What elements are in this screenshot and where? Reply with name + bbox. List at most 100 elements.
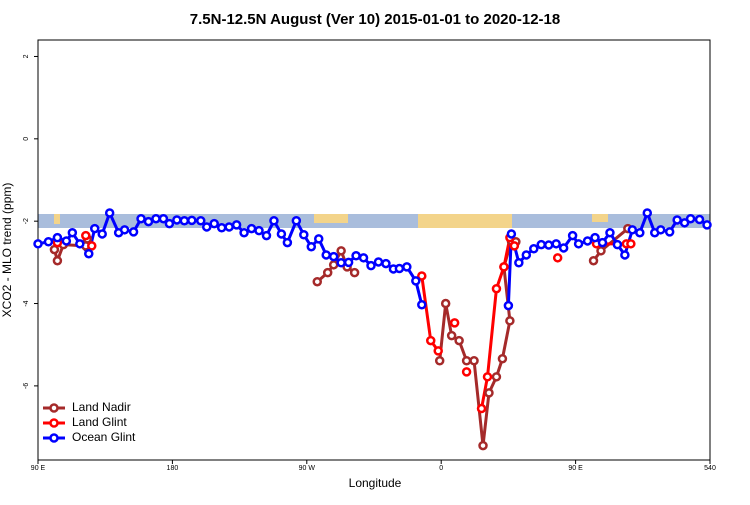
data-point — [172, 215, 182, 225]
data-point — [543, 240, 554, 250]
legend-marker — [49, 433, 59, 443]
data-point — [299, 230, 309, 240]
data-point — [567, 230, 578, 241]
data-point — [97, 229, 107, 239]
data-point — [179, 216, 190, 226]
data-point — [276, 229, 287, 239]
data-point — [573, 239, 584, 249]
data-point — [87, 241, 97, 251]
data-point — [588, 255, 599, 266]
data-point — [597, 237, 608, 248]
data-point — [491, 372, 502, 382]
data-point — [605, 227, 615, 238]
data-point — [81, 230, 91, 241]
y-tick-label: -4 — [23, 300, 30, 306]
land-band — [54, 214, 60, 224]
data-point — [201, 222, 212, 232]
data-point — [672, 215, 682, 225]
data-point — [417, 271, 427, 281]
data-point — [373, 257, 384, 267]
data-point — [394, 263, 405, 274]
data-point — [664, 227, 675, 237]
data-point — [454, 335, 464, 346]
data-point — [282, 237, 293, 248]
data-point — [503, 300, 514, 311]
data-point — [43, 237, 54, 247]
x-tick-label: 90 E — [568, 465, 583, 472]
x-tick-label: 540 — [704, 465, 716, 472]
series-line — [84, 233, 631, 409]
data-point — [119, 225, 130, 235]
data-point — [328, 260, 339, 270]
data-point — [469, 356, 479, 366]
data-point — [349, 267, 360, 278]
data-point — [104, 208, 115, 218]
data-point — [291, 216, 302, 226]
data-point — [478, 440, 488, 451]
data-point — [336, 258, 346, 268]
data-point — [216, 223, 227, 233]
data-point — [635, 227, 645, 238]
x-tick-label: 90 W — [299, 465, 316, 472]
data-point — [642, 208, 653, 218]
data-point — [702, 220, 712, 230]
data-point — [509, 241, 520, 251]
data-point — [151, 213, 161, 224]
data-point — [136, 213, 146, 224]
legend-label: Land Glint — [72, 415, 127, 429]
data-point — [254, 225, 264, 236]
data-point — [482, 372, 493, 382]
data-point — [164, 218, 175, 229]
data-point — [685, 213, 696, 224]
data-point — [620, 250, 630, 260]
data-point — [434, 356, 445, 366]
data-point — [269, 216, 279, 226]
data-point — [514, 258, 524, 268]
data-point — [328, 251, 339, 262]
x-tick-label: 180 — [167, 465, 179, 472]
data-point — [612, 239, 623, 250]
data-point — [491, 283, 502, 294]
data-point — [679, 218, 690, 228]
data-point — [261, 230, 272, 241]
y-axis-label: XCO2 - MLO trend (ppm) — [0, 183, 14, 318]
data-point — [61, 236, 72, 246]
plot-frame — [37, 39, 711, 461]
data-point — [33, 239, 43, 249]
plot — [33, 208, 712, 451]
data-point — [52, 255, 63, 266]
data-point — [246, 223, 257, 234]
data-point — [558, 243, 569, 253]
data-point — [551, 239, 561, 249]
data-point — [590, 232, 600, 243]
data-point — [499, 262, 509, 272]
data-point — [505, 316, 515, 326]
data-point — [381, 258, 391, 269]
data-point — [239, 227, 249, 238]
chart-title: 7.5N-12.5N August (Ver 10) 2015-01-01 to… — [190, 11, 560, 28]
data-point — [75, 239, 85, 249]
data-point — [655, 225, 666, 235]
x-tick-label: 0 — [439, 465, 443, 472]
data-point — [521, 250, 532, 260]
data-point — [52, 232, 63, 243]
land-band — [314, 214, 348, 223]
y-tick-label: -6 — [23, 383, 30, 389]
data-point — [312, 276, 323, 287]
legend-label: Ocean Glint — [72, 430, 136, 444]
x-tick-label: 90 E — [31, 465, 46, 472]
data-point — [231, 220, 242, 230]
data-point — [694, 214, 705, 225]
data-point — [196, 216, 206, 226]
data-point — [497, 353, 508, 364]
y-tick-label: 2 — [23, 54, 30, 58]
data-point — [89, 223, 100, 234]
data-point — [484, 388, 494, 398]
data-point — [433, 346, 443, 356]
data-point — [187, 215, 197, 226]
data-point — [224, 222, 234, 232]
legend-label: Land Nadir — [72, 400, 131, 414]
data-point — [596, 246, 606, 256]
data-point — [322, 267, 333, 278]
land-band — [592, 214, 608, 222]
